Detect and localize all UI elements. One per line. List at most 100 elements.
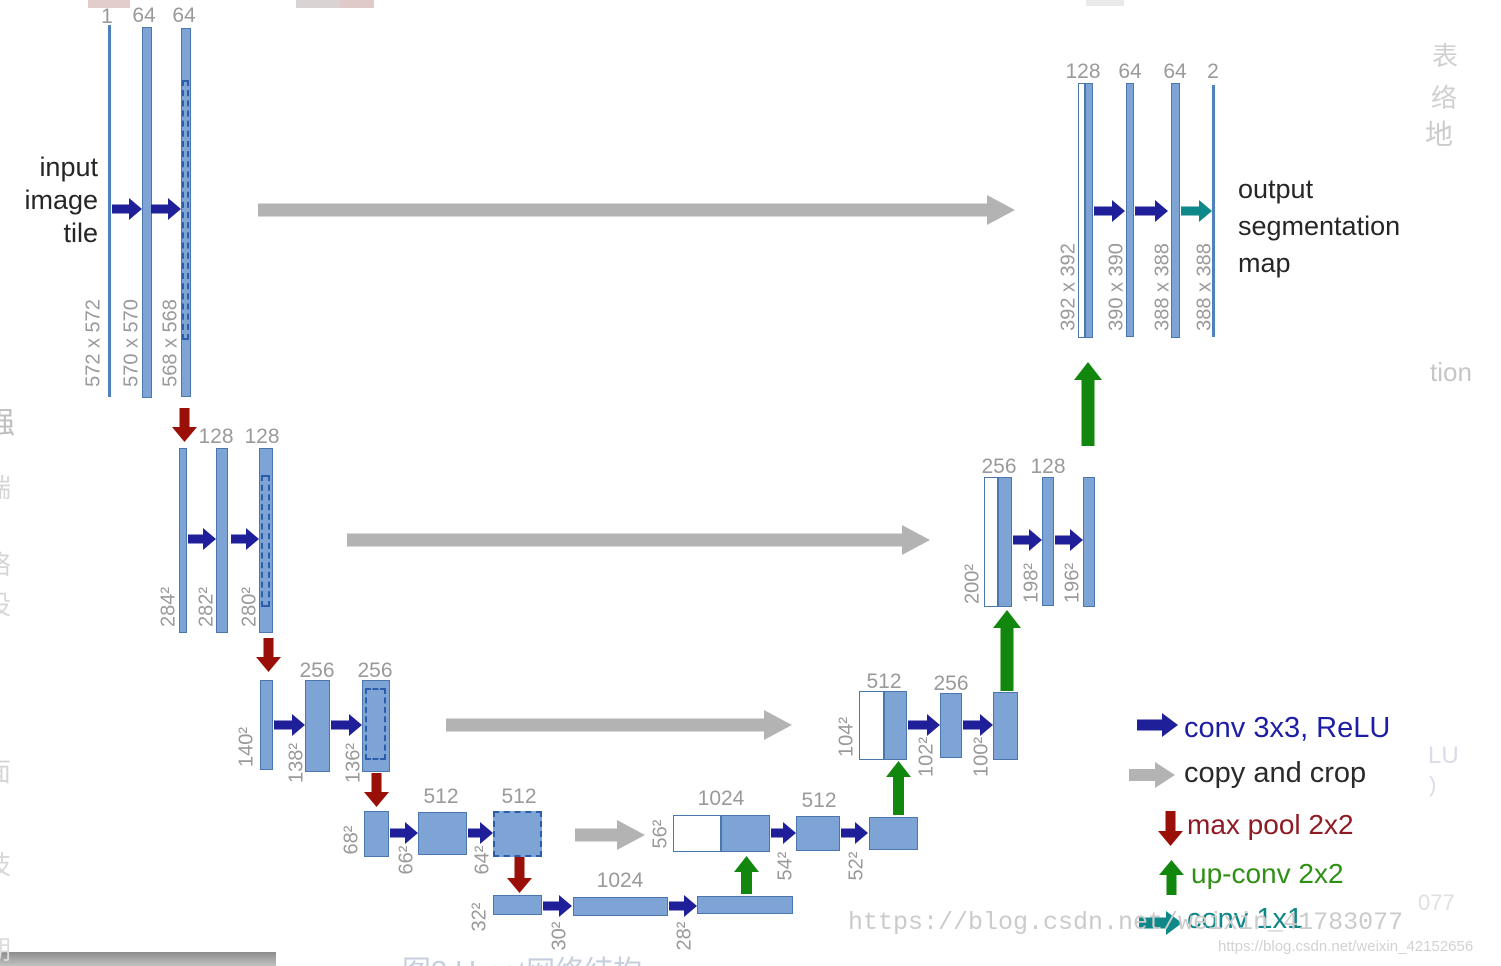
conv3x3-arrow [151,198,181,220]
channel-count-label: 1024 [596,869,644,892]
conv1x1-arrow [1181,200,1212,222]
window-fragment [88,0,130,8]
feature-map-bar [493,811,542,857]
channel-count-label: 2 [1207,60,1219,83]
max-pool-arrow [363,773,389,807]
edge-text-fragment: 面 [0,752,11,789]
up-conv-arrow [733,856,759,894]
copy-crop-arrow [258,195,1015,225]
window-fragment [1086,0,1124,6]
conv3x3-arrow [231,528,259,550]
feature-map-bar [697,896,793,914]
edge-text-fragment: 络 [1431,83,1458,113]
conv3x3-arrow [331,714,362,736]
channel-count-label: 256 [357,659,393,682]
edge-text-fragment: LU [1428,742,1459,769]
channel-count-label: 128 [1065,60,1101,83]
channel-count-label: 256 [299,659,335,682]
feature-map-bar [673,815,721,852]
edge-text-fragment: 络 [0,545,11,582]
conv3x3-arrow [112,198,142,220]
edge-text-fragment: 技 [0,845,11,882]
crop-region-overlay [182,80,189,340]
up-conv-arrow [885,761,911,815]
channel-count-label: 128 [198,425,234,448]
feature-map-bar [859,691,884,760]
watermark-csdn-url-small: https://blog.csdn.net/weixin_42152656 [1218,938,1474,955]
conv-3x3-arrow-icon [1137,713,1178,737]
feature-map-bar [721,815,770,852]
figure-caption: 图3 U-net网络结构 [402,948,642,966]
feature-size-label: 140² [235,726,258,768]
channel-count-label: 512 [866,670,902,693]
input-label-line: image [24,185,98,215]
feature-size-label: 200² [961,563,984,605]
channel-count-label: 1 [101,5,113,28]
conv3x3-arrow [274,714,305,736]
feature-map-bar [998,477,1012,607]
feature-size-label: 68² [340,825,363,855]
max-pool-arrow [506,857,532,893]
feature-size-label: 136² [342,742,365,784]
edge-text-fragment: 077 [1418,890,1455,915]
legend-conv1x1-label: conv 1x1 [1187,903,1304,935]
feature-map-bar [1171,83,1180,338]
feature-size-label: 54² [774,851,797,881]
window-fragment [340,0,374,8]
edge-text-fragment: tion [1430,357,1472,387]
feature-size-label: 388 x 388 [1193,243,1216,331]
feature-map-bar [260,680,273,770]
feature-map-bar [940,693,962,758]
copy-crop-arrow [575,820,645,850]
conv3x3-arrow [1055,529,1083,551]
conv3x3-arrow [1094,200,1125,222]
feature-size-label: 138² [285,742,308,784]
channel-count-label: 512 [801,789,837,812]
watermark-csdn-url: https://blog.csdn.net/weixin_41783077 [848,908,1404,937]
feature-size-label: 198² [1020,562,1043,604]
window-bar-fragment [0,952,276,966]
feature-size-label: 104² [835,716,858,758]
feature-map-bar [216,448,228,633]
feature-size-label: 196² [1061,562,1084,604]
conv3x3-arrow [963,714,993,736]
up-conv-arrow [993,610,1021,691]
channel-count-label: 256 [933,672,969,695]
edge-text-fragment: 地 [1425,119,1454,150]
feature-size-label: 28² [673,921,696,951]
input-label-line: input [39,152,98,182]
feature-size-label: 100² [970,736,993,778]
input-image-tile-label: input image tile [6,151,98,250]
window-fragment [296,0,374,8]
feature-size-label: 66² [395,845,418,875]
feature-map-bar [364,811,389,857]
up-conv-arrow [1074,362,1102,446]
edge-text-fragment: 强 [0,398,15,442]
max-pool-arrow-icon [1158,811,1183,846]
feature-size-label: 32² [468,902,491,932]
feature-size-label: 388 x 388 [1151,243,1174,331]
feature-map-bar [796,816,840,851]
feature-size-label: 52² [845,851,868,881]
conv3x3-arrow [390,822,418,844]
feature-map-bar [884,691,907,760]
feature-map-bar [1078,83,1085,338]
feature-map-bar [573,897,668,916]
copy-crop-arrow [347,525,930,555]
conv3x3-arrow [543,895,572,917]
feature-map-bar [1083,477,1095,607]
conv-1x1-arrow-icon [1139,911,1182,935]
feature-map-bar [869,817,918,850]
output-segmentation-map-label: output segmentation map [1238,171,1400,282]
feature-size-label: 568 x 568 [159,299,182,387]
channel-count-label: 512 [501,785,537,808]
feature-map-bar [1085,83,1093,338]
conv3x3-arrow [1013,529,1042,551]
feature-size-label: 570 x 570 [120,299,143,387]
conv3x3-arrow [841,822,868,844]
feature-map-bar [418,812,467,855]
channel-count-label: 256 [981,455,1017,478]
channel-count-label: 128 [244,425,280,448]
feature-map-bar [993,692,1018,760]
